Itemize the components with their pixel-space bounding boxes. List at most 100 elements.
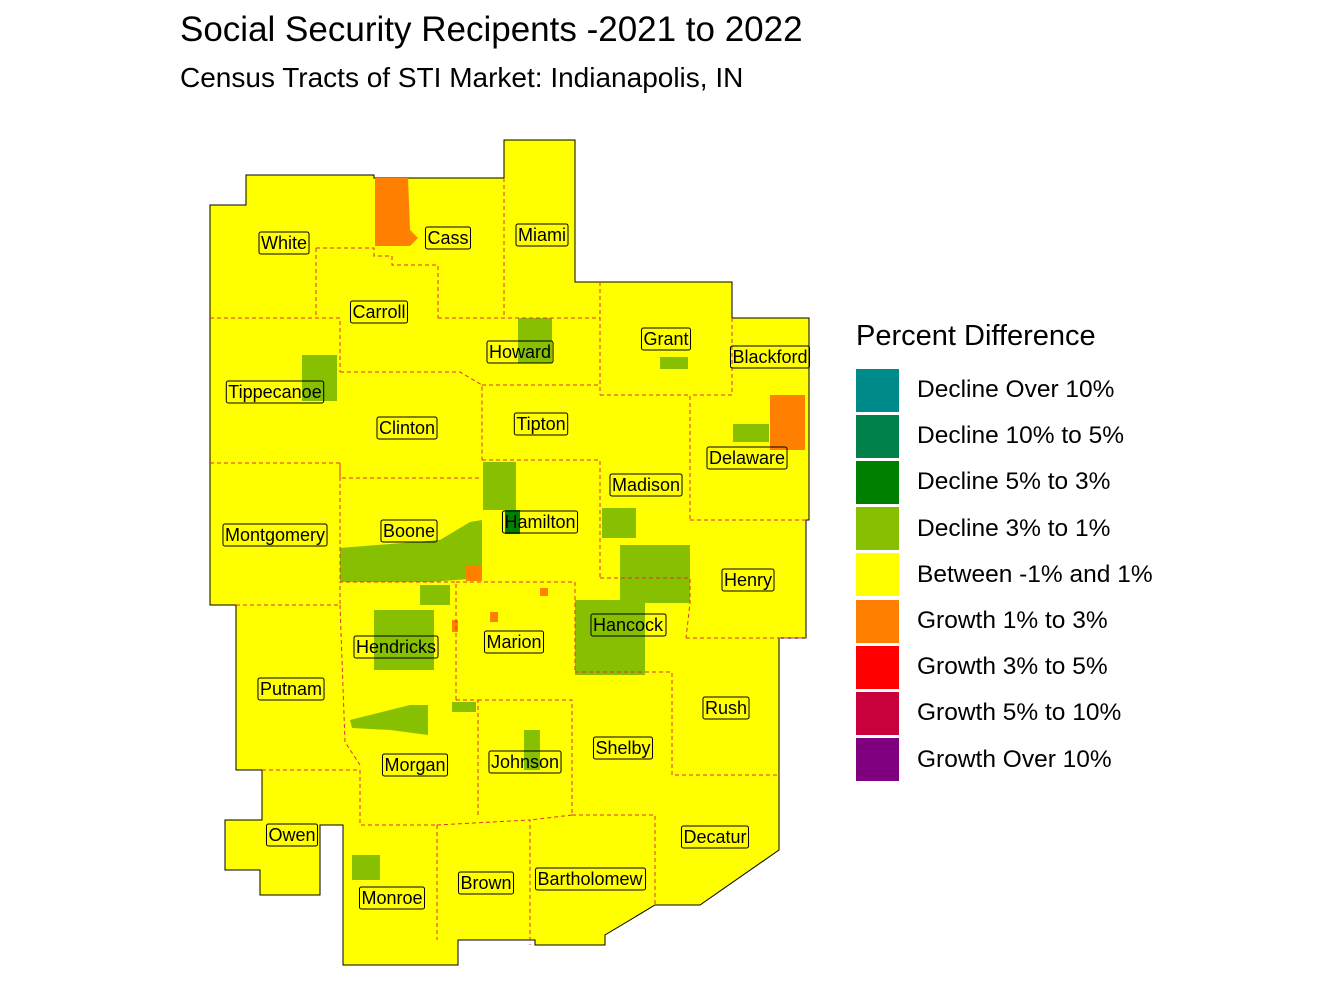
- county-label-box: [265, 823, 319, 847]
- county-label: Madison: [609, 473, 683, 497]
- county-label-text: Bartholomew: [537, 869, 643, 889]
- legend-label: Decline 10% to 5%: [917, 422, 1125, 450]
- county-label-box: [680, 825, 750, 849]
- county-label: Decatur: [680, 825, 750, 849]
- legend-label: Growth 3% to 5%: [917, 653, 1108, 681]
- county-label: Henry: [721, 568, 775, 592]
- county-label-box: [358, 886, 426, 910]
- county-label-box: [376, 416, 438, 440]
- county-label: Carroll: [349, 300, 409, 324]
- county-label-text: Howard: [489, 342, 551, 362]
- legend-item: Decline 10% to 5%: [856, 413, 1153, 459]
- patch-grant: [660, 357, 688, 369]
- county-label: Tippecanoe: [225, 380, 325, 404]
- county-label: Grant: [640, 327, 692, 351]
- county-label-text: Owen: [268, 825, 315, 845]
- county-label-text: Shelby: [595, 738, 650, 758]
- county-label-text: Decatur: [683, 827, 746, 847]
- patch-hamilton-south: [466, 565, 482, 581]
- legend-label: Between -1% and 1%: [917, 560, 1153, 588]
- county-label-box: [515, 223, 569, 247]
- legend-item: Decline 3% to 1%: [856, 506, 1153, 552]
- patch-hendricks-east: [452, 620, 458, 632]
- county-label: Putnam: [257, 677, 325, 701]
- county-label-box: [257, 677, 325, 701]
- county-label-text: Delaware: [709, 448, 785, 468]
- legend-swatch: [856, 414, 899, 458]
- patch-delaware-east: [770, 395, 805, 450]
- county-label: Miami: [515, 223, 569, 247]
- county-label-box: [590, 613, 667, 637]
- legend-swatch: [856, 368, 899, 412]
- legend-label: Decline Over 10%: [917, 376, 1115, 404]
- county-label-box: [729, 345, 811, 369]
- county-label-box: [353, 635, 439, 659]
- county-label: Bartholomew: [534, 867, 647, 891]
- county-label-box: [534, 867, 647, 891]
- legend-swatch: [856, 507, 899, 551]
- county-label-box: [258, 231, 310, 255]
- county-label-text: Montgomery: [225, 525, 325, 545]
- county-label-text: Blackford: [732, 347, 807, 367]
- county-label-box: [457, 871, 515, 895]
- legend-item: Between -1% and 1%: [856, 552, 1153, 598]
- county-label: Shelby: [592, 736, 654, 760]
- county-label-box: [380, 519, 438, 543]
- county-label: Hendricks: [353, 635, 439, 659]
- patch-marion-2: [540, 588, 548, 596]
- county-label-text: White: [261, 233, 307, 253]
- patch-johnson: [524, 730, 540, 770]
- county-label: Owen: [265, 823, 319, 847]
- legend-item: Growth 5% to 10%: [856, 690, 1153, 736]
- county-label-box: [349, 300, 409, 324]
- legend-item: Growth 1% to 3%: [856, 598, 1153, 644]
- patch-cass: [375, 178, 418, 246]
- county-label-text: Tipton: [516, 414, 565, 434]
- county-label-box: [721, 568, 775, 592]
- county-label-text: Tippecanoe: [228, 382, 321, 402]
- patch-monroe: [352, 855, 380, 880]
- county-label-text: Hamilton: [504, 512, 575, 532]
- county-label-text: Boone: [383, 521, 435, 541]
- legend-swatch: [856, 691, 899, 735]
- legend-label: Growth Over 10%: [917, 745, 1112, 773]
- county-label-text: Grant: [643, 329, 688, 349]
- county-label: Johnson: [488, 750, 562, 774]
- county-label-box: [592, 736, 654, 760]
- legend-item: Growth Over 10%: [856, 737, 1153, 783]
- county-label-box: [706, 446, 788, 470]
- county-label-text: Putnam: [260, 679, 322, 699]
- county-label-box: [222, 523, 328, 547]
- county-label-box: [609, 473, 683, 497]
- legend-label: Decline 5% to 3%: [917, 468, 1111, 496]
- county-label-box: [424, 226, 472, 250]
- county-label-box: [381, 753, 449, 777]
- legend-item: Decline Over 10%: [856, 367, 1153, 413]
- county-label-text: Clinton: [379, 418, 435, 438]
- county-label: Morgan: [381, 753, 449, 777]
- county-label: Clinton: [376, 416, 438, 440]
- county-label-text: Miami: [518, 225, 566, 245]
- county-labels: White Cass Miami Carroll Howard Grant Blackfor…: [222, 223, 811, 910]
- county-label: Howard: [486, 340, 554, 364]
- county-label-box: [483, 630, 545, 654]
- legend-swatch: [856, 738, 899, 782]
- county-label-text: Johnson: [491, 752, 559, 772]
- county-label-text: Cass: [427, 228, 468, 248]
- county-label-text: Rush: [705, 698, 747, 718]
- patch-hendricks: [374, 610, 434, 670]
- legend-label: Growth 5% to 10%: [917, 699, 1122, 727]
- county-label-box: [702, 696, 750, 720]
- county-label: Blackford: [729, 345, 811, 369]
- county-label-text: Henry: [724, 570, 772, 590]
- patch-madison-east: [620, 545, 690, 603]
- legend-label: Growth 1% to 3%: [917, 607, 1108, 635]
- county-label-text: Morgan: [384, 755, 445, 775]
- county-label: Delaware: [706, 446, 788, 470]
- patch-hamilton-north: [483, 462, 516, 510]
- patch-boone-west: [420, 585, 450, 605]
- legend-swatch: [856, 599, 899, 643]
- county-label-box: [501, 510, 579, 534]
- patch-morgan-east: [452, 702, 476, 712]
